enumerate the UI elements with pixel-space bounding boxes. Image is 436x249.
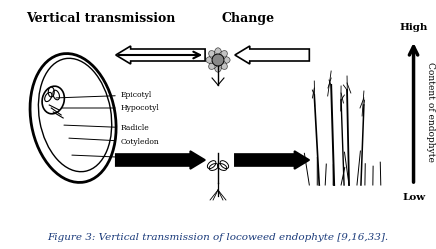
Text: Low: Low (402, 193, 425, 202)
Ellipse shape (220, 57, 230, 63)
FancyArrow shape (235, 46, 309, 64)
Text: Seed coat: Seed coat (72, 154, 159, 162)
Text: Cotyledon: Cotyledon (69, 138, 160, 146)
Ellipse shape (209, 51, 217, 59)
Ellipse shape (209, 61, 217, 69)
Text: High: High (399, 23, 428, 32)
Text: Change: Change (221, 12, 274, 25)
FancyArrow shape (116, 151, 205, 169)
Text: Radicle: Radicle (64, 124, 150, 132)
Text: Content of endophyte: Content of endophyte (426, 62, 435, 162)
Ellipse shape (215, 48, 221, 58)
Ellipse shape (219, 51, 227, 59)
Circle shape (212, 54, 224, 66)
FancyArrow shape (116, 46, 205, 64)
FancyArrow shape (235, 151, 309, 169)
Text: Figure 3: Vertical transmission of locoweed endophyte [9,16,33].: Figure 3: Vertical transmission of locow… (48, 233, 388, 242)
Ellipse shape (215, 62, 221, 72)
Ellipse shape (219, 61, 227, 69)
Text: Vertical transmission: Vertical transmission (26, 12, 176, 25)
Text: Hypocotyl: Hypocotyl (62, 104, 160, 112)
Ellipse shape (206, 57, 216, 63)
Text: Epicotyl: Epicotyl (56, 91, 152, 99)
